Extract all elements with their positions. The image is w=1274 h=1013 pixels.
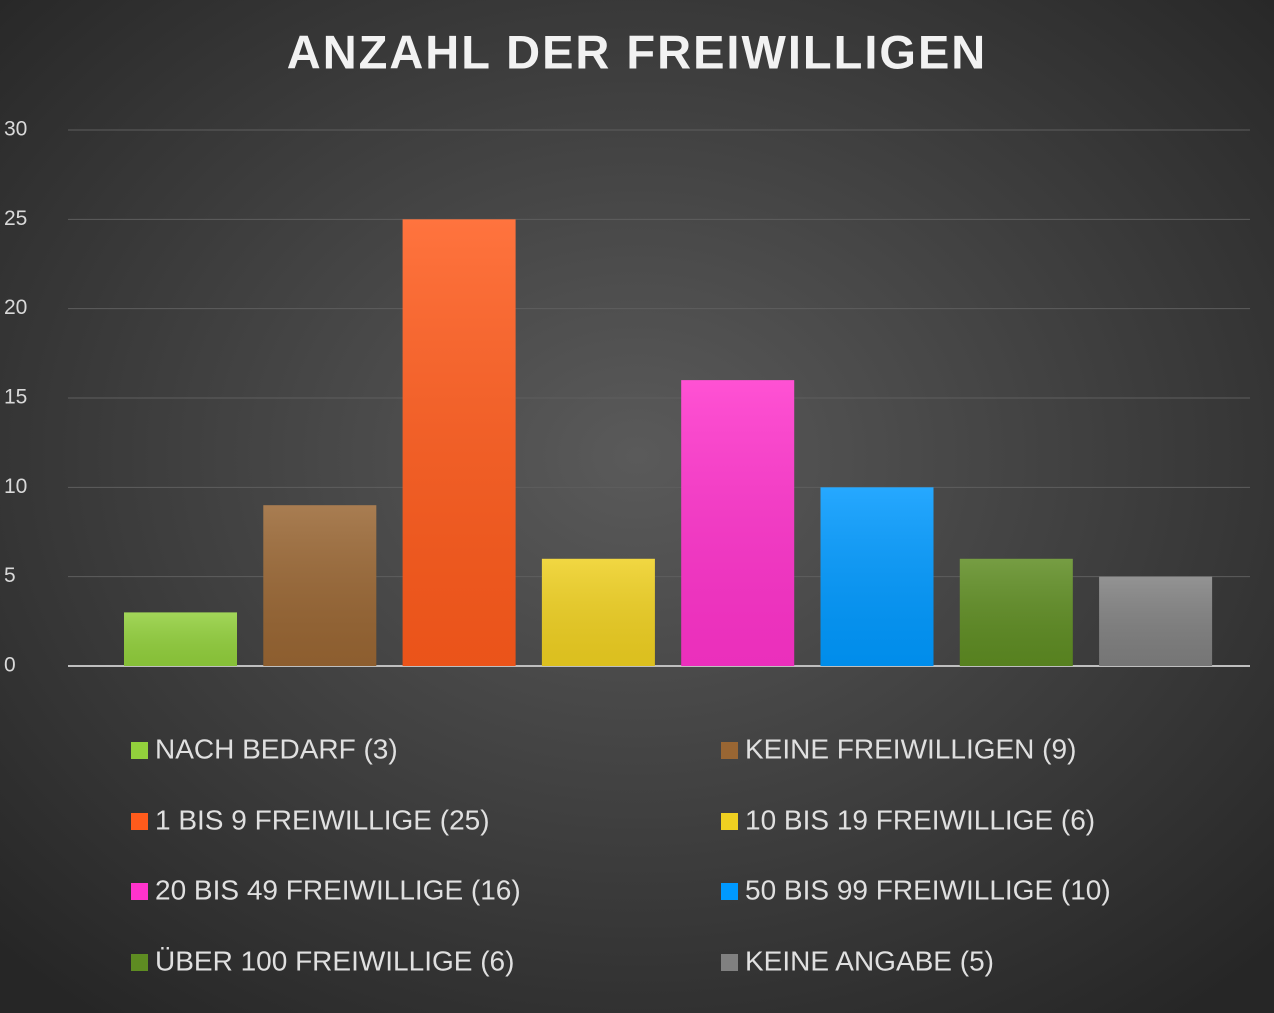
bar-shade — [263, 505, 377, 666]
y-tick-label: 25 — [4, 207, 27, 230]
legend-label: 1 BIS 9 FREIWILLIGE (25) — [155, 804, 490, 835]
legend-label: ÜBER 100 FREIWILLIGE (6) — [155, 945, 514, 976]
bar-shade — [681, 380, 795, 666]
y-tick-label: 20 — [4, 296, 27, 319]
legend-swatch — [721, 883, 738, 900]
bar-shade — [820, 487, 934, 666]
legend-swatch — [131, 954, 148, 971]
bar-shade — [124, 612, 237, 666]
legend-label: KEINE FREIWILLIGEN (9) — [745, 733, 1076, 764]
bar-shade — [1099, 576, 1213, 666]
legend-label: 10 BIS 19 FREIWILLIGE (6) — [745, 804, 1095, 835]
bar-shade — [541, 558, 655, 666]
legend-swatch — [721, 954, 738, 971]
legend-label: KEINE ANGABE (5) — [745, 945, 994, 976]
legend-swatch — [131, 883, 148, 900]
chart-title: ANZAHL DER FREIWILLIGEN — [287, 25, 988, 78]
legend-label: NACH BEDARF (3) — [155, 733, 398, 764]
bar-shade — [959, 558, 1073, 666]
legend-swatch — [131, 813, 148, 830]
legend-label: 20 BIS 49 FREIWILLIGE (16) — [155, 874, 521, 905]
y-tick-label: 5 — [4, 564, 16, 587]
legend-swatch — [131, 742, 148, 759]
y-tick-label: 0 — [4, 654, 16, 677]
legend-label: 50 BIS 99 FREIWILLIGE (10) — [745, 874, 1111, 905]
bar-shade — [402, 219, 516, 667]
y-tick-label: 15 — [4, 386, 27, 409]
legend-swatch — [721, 742, 738, 759]
y-tick-label: 10 — [4, 475, 27, 498]
legend-swatch — [721, 813, 738, 830]
y-tick-label: 30 — [4, 118, 27, 141]
